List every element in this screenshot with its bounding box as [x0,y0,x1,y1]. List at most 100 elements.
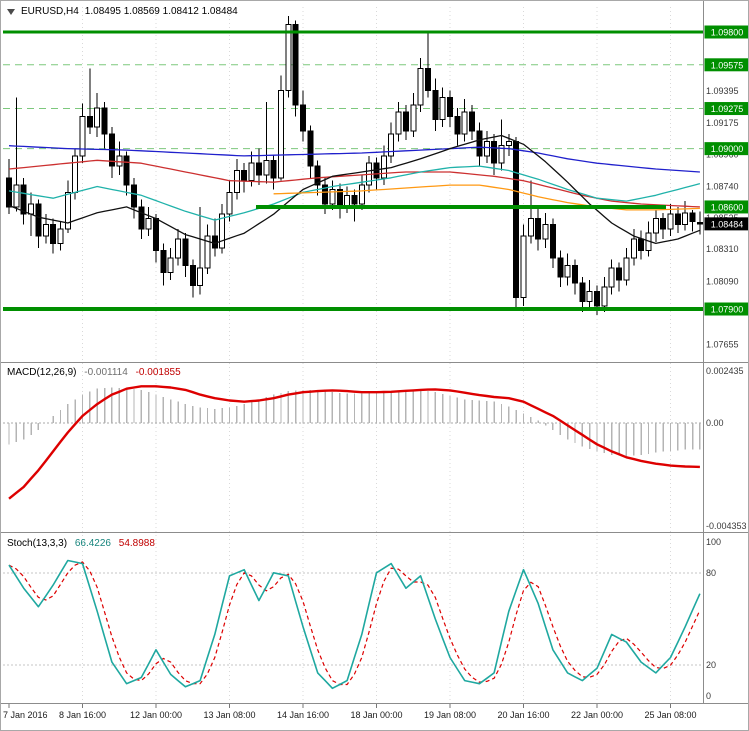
candle-body [351,194,358,205]
candle [417,58,424,113]
price-badge-label: 1.09275 [711,104,744,114]
candle-body [79,116,86,157]
candle-body [542,223,549,240]
price-badge-label: 1.09575 [711,60,744,70]
price-badge [704,302,748,316]
candle [248,151,255,187]
candle-body [586,291,593,303]
candle [652,209,659,242]
candle [285,15,292,98]
ma-red [8,159,700,208]
stoch-indicator-label: Stoch(13,3,3) 66.4226 54.8988 [7,538,160,549]
candle-body [682,212,689,225]
stoch-main-line [8,559,701,690]
macd-indicator-label: MACD(12,26,9) -0.001114 -0.001855 [7,367,186,378]
candle [402,104,409,140]
candle [630,228,637,266]
candle-body [28,203,35,215]
candle [241,163,248,193]
candle [579,276,586,312]
candle [108,126,115,178]
candle [204,224,211,275]
stoch-axis-label: 100 [706,537,721,547]
candle-body [491,140,498,164]
price-badge-label: 1.07900 [711,305,744,315]
price-axis-label: 1.08740 [706,182,739,192]
candle-body [498,145,505,164]
candle [660,212,667,240]
candle [469,104,476,140]
candle [182,233,189,277]
price-badge [704,102,748,116]
candle-body [674,213,681,225]
candle-body [638,238,645,252]
candle-body [248,162,255,182]
candle [94,93,101,137]
candle [674,206,681,234]
candle-body [424,67,431,91]
time-axis-label: 12 Jan 00:00 [130,710,182,720]
candle-body [277,89,284,179]
candle [542,212,549,248]
candle [513,136,520,310]
candle-body [20,184,27,215]
candle-body [263,159,270,176]
time-axis-label: 25 Jan 08:00 [644,710,696,720]
stoch-signal-value: 54.8988 [118,538,155,549]
candle [211,218,218,257]
ma-black [8,134,701,245]
stoch-name: Stoch(13,3,3) [7,538,68,549]
candle [424,32,431,98]
candle [233,158,240,200]
candle-body [564,264,571,278]
candle-body [549,223,556,259]
candle-body [358,184,365,205]
price-badge [704,25,748,39]
candle [86,68,93,135]
price-axis-label: 1.07655 [706,340,739,350]
ma-teal [8,165,701,221]
candle [277,75,284,181]
candle-body [535,218,542,240]
candle-body [520,235,527,298]
time-axis-label: 18 Jan 00:00 [350,710,402,720]
candle [645,221,652,257]
candle-body [13,184,20,208]
candle [226,180,233,222]
macd-histogram [8,387,701,457]
macd-signal-value: -0.001855 [135,367,181,378]
candle [549,218,556,269]
candle [20,177,27,225]
candle-body [86,116,93,128]
candle-body [300,104,306,132]
candle-body [285,24,292,91]
candle-body [6,177,12,208]
candle-body [667,213,674,230]
candle-body [469,111,476,132]
candle-body [116,155,123,167]
chart-dropdown-icon[interactable] [7,8,15,15]
candle-body [138,206,145,230]
candle-body [476,130,483,157]
candle [439,87,446,127]
candle [263,101,270,184]
candle-body [652,218,659,234]
candle-body [579,282,586,303]
macd-axis-label: 0.00 [706,418,724,428]
candle [520,224,527,307]
candle [638,230,645,260]
symbol-timeframe-label: EURUSD,H4 [21,6,79,17]
stoch-axis-label: 80 [706,568,716,578]
candle-body [616,267,623,281]
candle [608,259,615,295]
candle-body [571,264,578,284]
candle-body [211,235,218,249]
candle [616,262,623,292]
candle-body [314,165,321,186]
candle [219,204,226,254]
candle [432,78,439,132]
macd-axis-label: 0.002435 [706,366,744,376]
time-axis-label: 7 Jan 2016 [3,710,48,720]
candle [123,151,130,196]
